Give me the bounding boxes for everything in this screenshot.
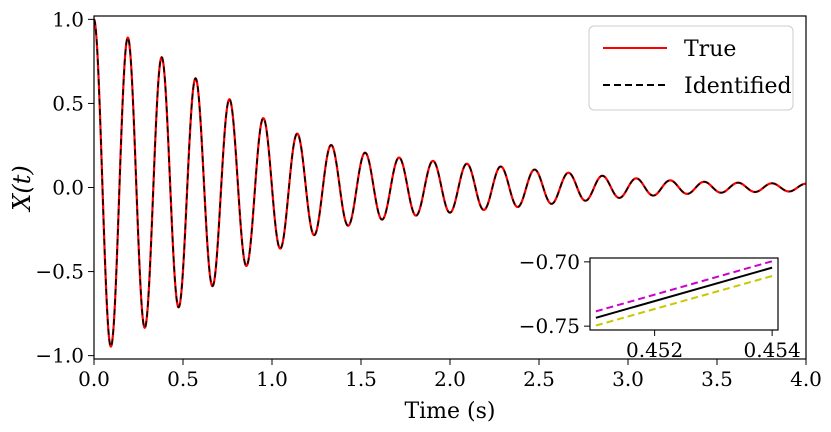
legend-true-label: True [684,37,736,62]
inset-y-axis-ticks: −0.70 −0.75 [519,250,590,338]
inset-y-tick-label: −0.75 [519,314,580,338]
inset-x-tick-label: 0.454 [743,338,800,362]
y-axis-label: X(t) [8,165,36,212]
inset-plot: 0.452 0.454 −0.70 −0.75 [519,250,801,362]
y-tick-label: −0.5 [35,260,84,284]
y-tick-label: 0.5 [52,91,84,115]
main-lines [93,18,806,348]
x-tick-label: 3.0 [612,367,644,391]
x-tick-label: 0.5 [167,367,199,391]
y-tick-label: 1.0 [52,7,84,31]
y-tick-label: 0.0 [52,176,84,200]
x-tick-label: 2.5 [523,367,555,391]
inset-series-upper [595,260,773,313]
series-identified-line [93,18,806,348]
main-plot: 0.0 0.5 1.0 1.5 2.0 2.5 3.0 3.5 4.0 1.0 0.5 0.0 −0.… [8,7,822,424]
inset-x-tick-label: 0.452 [626,338,683,362]
legend-identified-label: Identified [684,74,792,99]
inset-series-lower [595,275,773,327]
y-tick-label: −1.0 [35,344,84,368]
inset-x-axis-ticks: 0.452 0.454 [626,330,801,362]
x-tick-label: 0.0 [78,367,110,391]
inset-frame [589,257,779,331]
x-tick-label: 1.5 [345,367,377,391]
x-tick-label: 3.5 [701,367,733,391]
legend: True Identified [588,25,794,111]
y-axis-ticks: 1.0 0.5 0.0 −0.5 −1.0 [35,7,94,368]
x-tick-label: 1.0 [256,367,288,391]
inset-series-middle [595,266,773,319]
x-axis-ticks: 0.0 0.5 1.0 1.5 2.0 2.5 3.0 3.5 4.0 [78,359,822,391]
inset-y-tick-label: −0.70 [519,250,580,274]
x-tick-label: 4.0 [790,367,822,391]
x-tick-label: 2.0 [434,367,466,391]
inset-lines [595,260,773,327]
x-axis-label: Time (s) [404,399,495,424]
